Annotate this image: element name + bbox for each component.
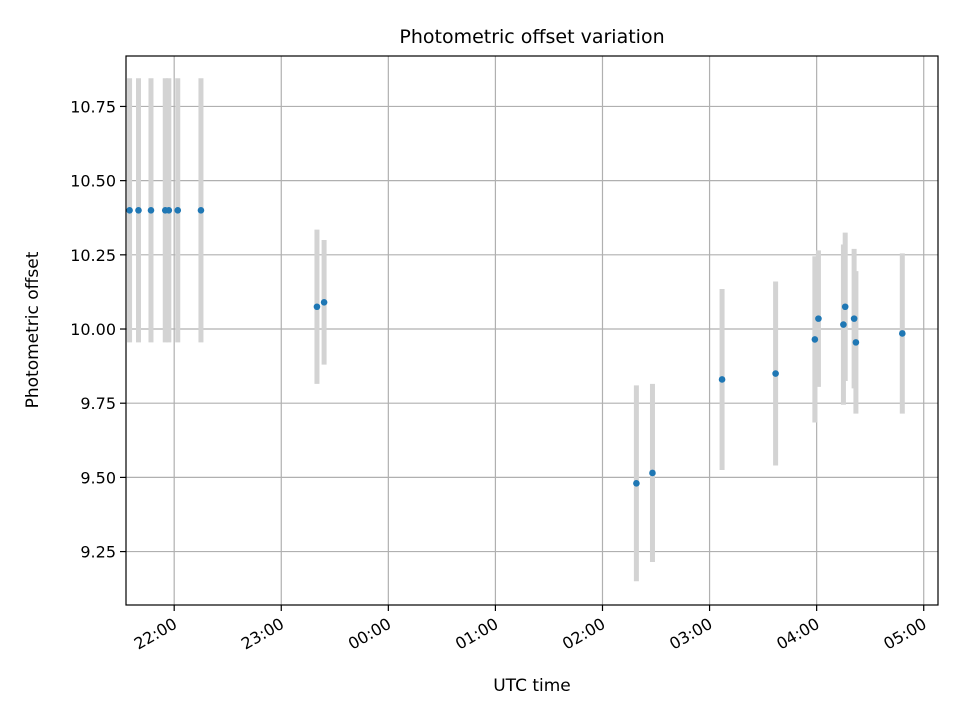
data-point (815, 315, 822, 322)
y-tick-label: 10.00 (70, 320, 116, 339)
grid (126, 56, 938, 605)
data-point (841, 303, 849, 311)
y-tick-label: 9.25 (80, 543, 116, 562)
y-tick-label: 9.75 (80, 394, 116, 413)
data-point (313, 303, 321, 311)
data-point (126, 207, 133, 214)
data-point (899, 330, 906, 337)
data-point (135, 207, 142, 214)
data-point (320, 299, 328, 306)
data-point (811, 336, 819, 343)
y-axis-label: Photometric offset (23, 251, 43, 408)
data-point (633, 480, 640, 487)
chart-title: Photometric offset variation (399, 26, 664, 48)
y-tick-label: 10.50 (70, 172, 116, 191)
y-axis-ticks: 9.25 9.50 9.75 10.00 10.25 10.50 10.75 (70, 97, 126, 562)
data-point (772, 370, 779, 377)
data-point (197, 207, 205, 214)
x-axis-label: UTC time (493, 676, 571, 696)
data-point (165, 207, 173, 214)
data-point (649, 469, 656, 477)
data-point (852, 339, 860, 346)
data-point (147, 207, 155, 214)
data-point (718, 376, 726, 383)
y-tick-label: 9.50 (80, 468, 116, 487)
y-tick-label: 10.25 (70, 246, 116, 265)
plot-frame (125, 55, 939, 606)
markers (126, 207, 906, 487)
data-point (850, 315, 858, 322)
y-tick-label: 10.75 (70, 97, 116, 116)
data-point (174, 207, 182, 214)
data-point (840, 321, 847, 328)
